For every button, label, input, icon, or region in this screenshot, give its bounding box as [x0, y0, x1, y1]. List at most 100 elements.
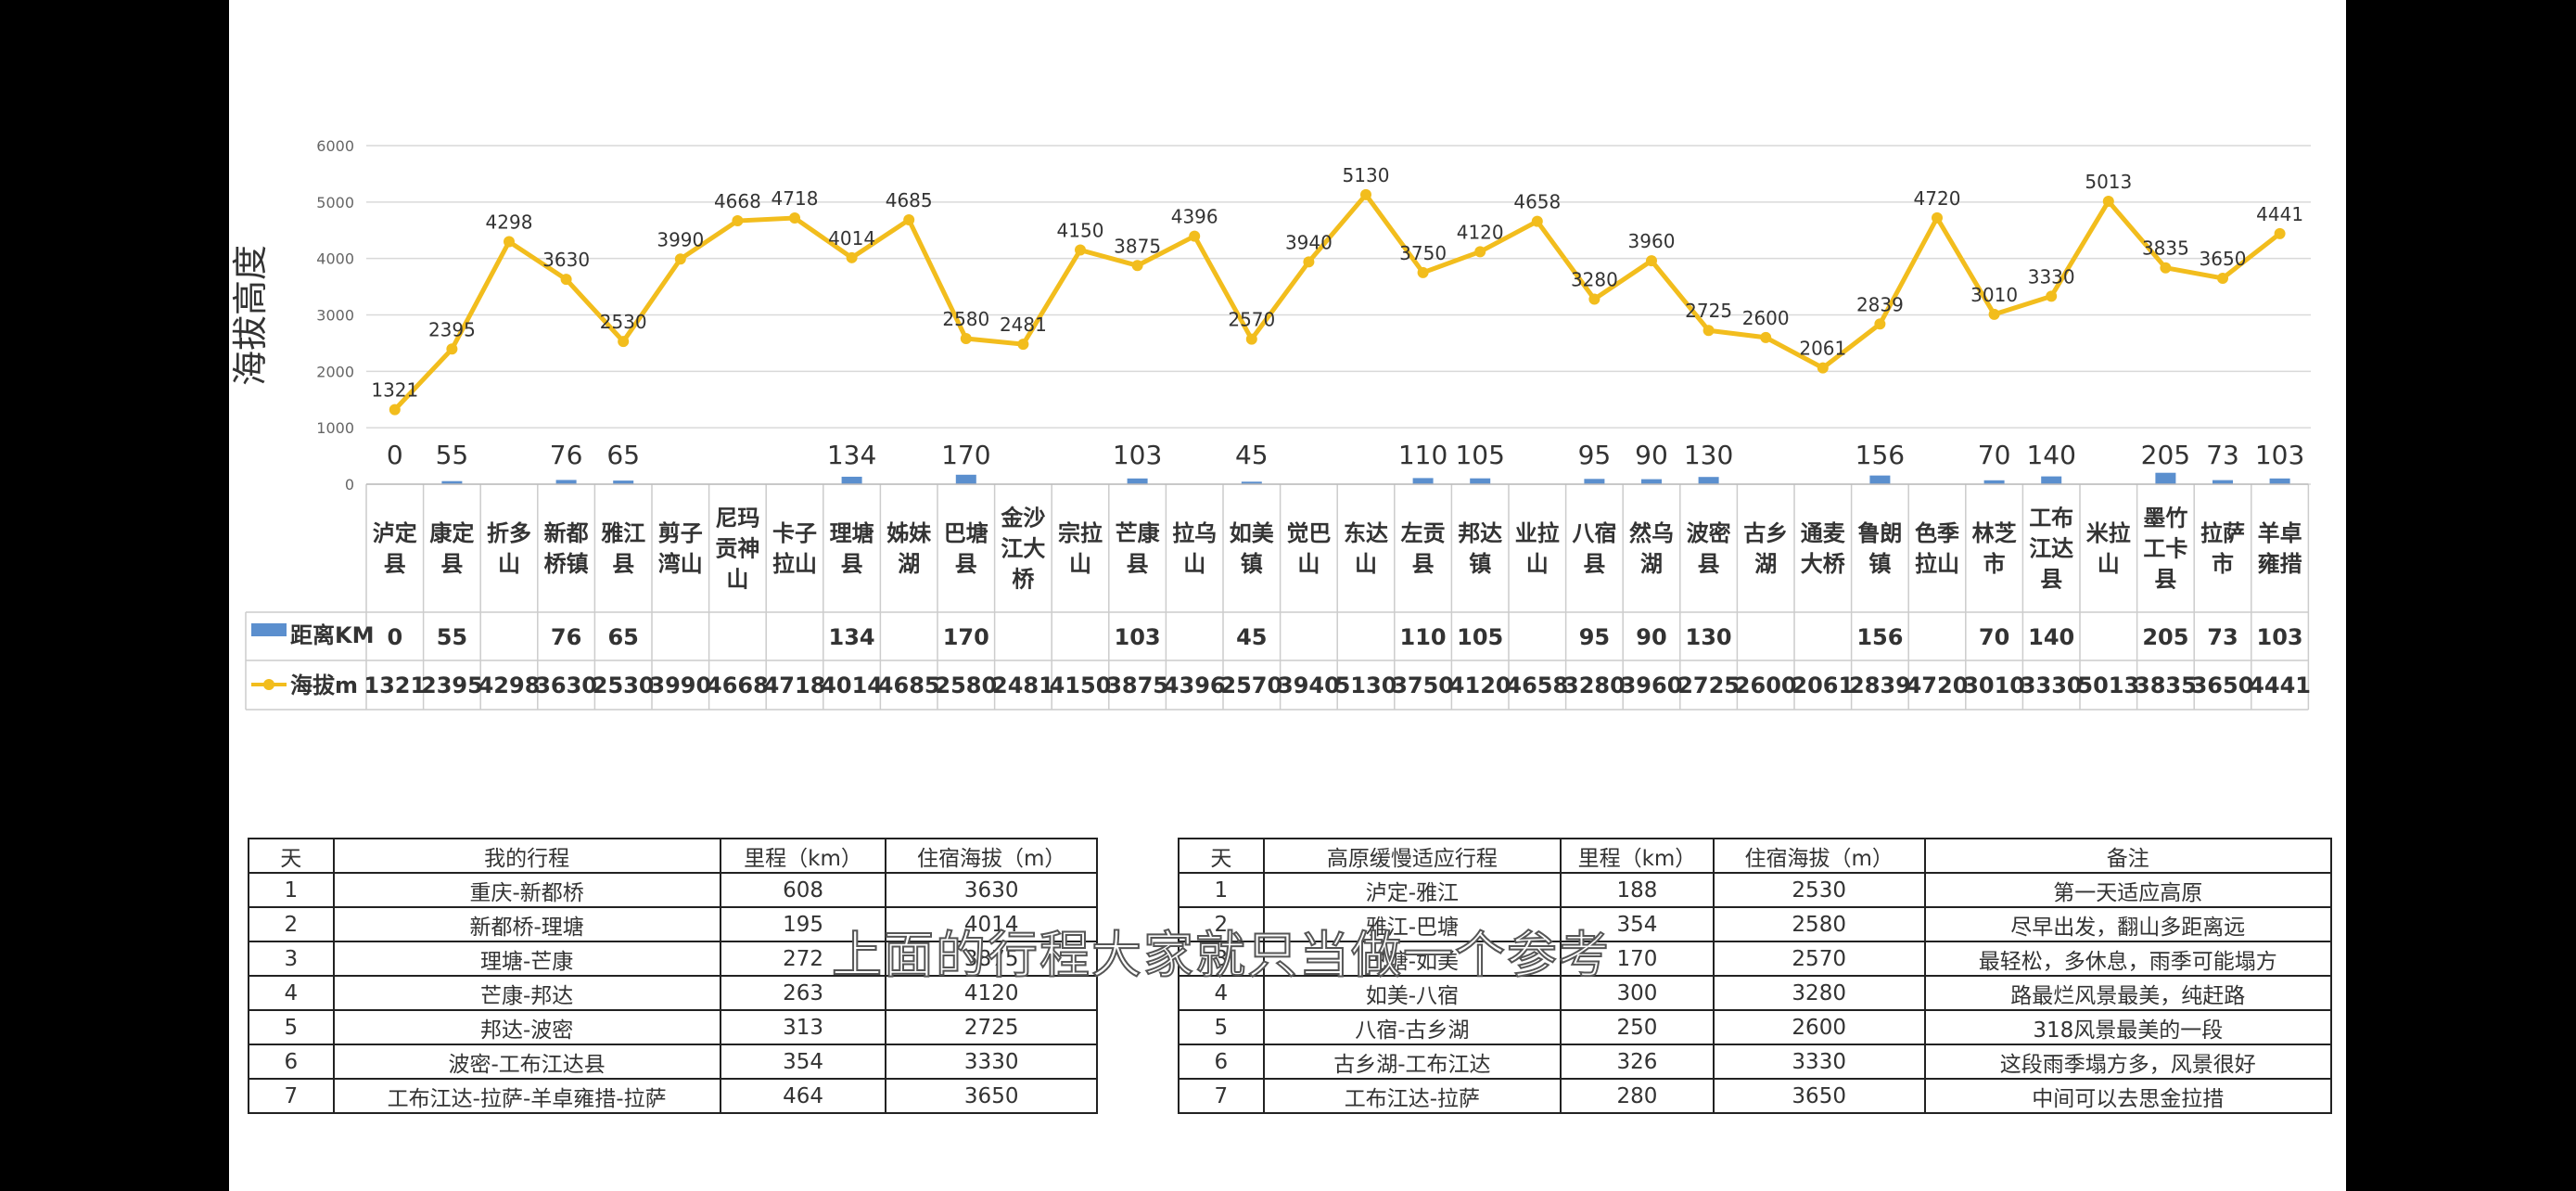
altitude-label: 3875: [1114, 235, 1161, 257]
distance-bar: [1241, 481, 1262, 484]
category-label: 县: [440, 551, 463, 577]
distance-label: 130: [1684, 440, 1733, 470]
table-altitude-value: 2725: [1677, 672, 1740, 698]
category-label: 湾山: [658, 551, 703, 577]
table-altitude-value: 5130: [1335, 672, 1397, 698]
slow-itinerary-cell: 2570: [1712, 941, 1926, 977]
category-label: 县: [1698, 551, 1720, 577]
slow-itinerary-cell: 7: [1178, 1078, 1265, 1114]
table-altitude-value: 3875: [1106, 672, 1168, 698]
altitude-point: [1588, 293, 1600, 305]
category-label: 江大: [1001, 535, 1045, 561]
altitude-label: 4014: [828, 227, 875, 250]
table-altitude-value: 4014: [821, 672, 883, 698]
category-label: 东达: [1344, 520, 1388, 546]
table-altitude-value: 3280: [1563, 672, 1626, 698]
altitude-label: 4658: [1513, 191, 1561, 213]
table-altitude-value: 2600: [1735, 672, 1797, 698]
my-itinerary-cell: 4120: [885, 975, 1098, 1011]
table-distance-value: 65: [607, 624, 638, 650]
category-label: 拉乌: [1172, 520, 1217, 546]
table-distance-value: 170: [943, 624, 989, 650]
category-label: 羊卓: [2258, 520, 2302, 546]
legend-distance: 距离KM: [290, 622, 374, 648]
altitude-label: 3630: [542, 249, 590, 271]
distance-bar: [2213, 480, 2233, 484]
my-itinerary-header-cell: 天: [248, 838, 335, 874]
slow-itinerary-header-cell: 高原缓慢适应行程: [1262, 838, 1562, 874]
table-altitude-value: 4718: [764, 672, 826, 698]
altitude-point: [674, 253, 686, 265]
altitude-label: 4396: [1171, 206, 1218, 228]
my-itinerary-cell: 3650: [885, 1078, 1098, 1114]
table-altitude-value: 4396: [1164, 672, 1226, 698]
slow-itinerary-cell: 354: [1560, 906, 1715, 942]
legend-line-marker: [263, 679, 274, 690]
slow-itinerary-cell: 2580: [1712, 906, 1926, 942]
table-distance-value: 140: [2028, 624, 2074, 650]
category-label: 山: [1526, 551, 1549, 577]
table-altitude-value: 3650: [2192, 672, 2254, 698]
altitude-point: [1702, 325, 1715, 337]
altitude-point: [1817, 362, 1829, 374]
my-itinerary-cell: 2: [248, 906, 335, 942]
table-distance-value: 95: [1579, 624, 1610, 650]
slow-itinerary-cell: 6: [1178, 1044, 1265, 1080]
table-altitude-value: 4685: [878, 672, 940, 698]
category-label: 如美: [1230, 520, 1274, 546]
altitude-label: 2570: [1228, 309, 1275, 331]
altitude-label: 3960: [1628, 230, 1676, 252]
slow-itinerary-cell: 泸定-雅江: [1262, 872, 1562, 908]
altitude-label: 2725: [1685, 300, 1732, 322]
category-label: 左贡: [1401, 520, 1446, 546]
y-tick-label: 1000: [316, 419, 354, 437]
altitude-point: [446, 343, 458, 355]
slow-itinerary-row: 3 巴塘-如美 170 2570 最轻松，多休息，雨季可能塌方: [1178, 941, 2333, 977]
distance-bar: [841, 476, 862, 484]
my-itinerary-cell: 313: [719, 1009, 887, 1045]
altitude-label: 2839: [1856, 293, 1904, 315]
altitude-point: [960, 333, 972, 345]
altitude-point: [1988, 308, 2000, 320]
category-label: 米拉: [2086, 520, 2131, 546]
my-itinerary-cell: 7: [248, 1078, 335, 1114]
category-label: 折多: [487, 520, 531, 546]
distance-label: 65: [606, 440, 640, 470]
my-itinerary-row: 2 新都桥-理塘 195 4014: [248, 906, 1098, 942]
distance-label: 0: [387, 440, 403, 470]
category-label: 通麦: [1801, 520, 1846, 546]
table-distance-value: 103: [1115, 624, 1161, 650]
slow-itinerary-cell: 如美-八宿: [1262, 975, 1562, 1011]
category-label: 江达: [2029, 535, 2073, 561]
distance-bar: [613, 480, 634, 484]
my-itinerary-row: 6 波密-工布江达县 354 3330: [248, 1044, 1098, 1080]
slow-itinerary-cell: 2530: [1712, 872, 1926, 908]
y-tick-label: 2000: [316, 363, 354, 380]
altitude-label: 3330: [2028, 265, 2075, 288]
category-label: 卡子: [772, 520, 817, 546]
category-label: 芒康: [1116, 520, 1161, 546]
category-label: 山: [726, 566, 748, 592]
altitude-point: [560, 274, 572, 286]
y-tick-label: 0: [345, 476, 354, 493]
table-distance-value: 103: [2257, 624, 2303, 650]
table-distance-value: 73: [2207, 624, 2238, 650]
category-label: 湖: [898, 551, 920, 577]
slow-itinerary-cell: 280: [1560, 1078, 1715, 1114]
altitude-label: 2061: [1799, 338, 1846, 360]
my-itinerary-header-cell: 里程（km）: [719, 838, 887, 874]
category-label: 湖: [1754, 551, 1777, 577]
table-altitude-value: 4720: [1906, 672, 1969, 698]
altitude-point: [1245, 333, 1257, 345]
table-distance-value: 205: [2142, 624, 2188, 650]
my-itinerary-cell: 2725: [885, 1009, 1098, 1045]
slow-itinerary-cell: 中间可以去思金拉措: [1923, 1078, 2333, 1114]
distance-bar: [1127, 478, 1148, 484]
category-label: 雅江: [601, 520, 645, 546]
altitude-label: 4298: [486, 211, 533, 234]
table-altitude-value: 4150: [1050, 672, 1112, 698]
altitude-point: [1131, 260, 1143, 272]
slow-itinerary-header-cell: 住宿海拔（m）: [1712, 838, 1926, 874]
slow-itinerary-cell: 3330: [1712, 1044, 1926, 1080]
category-label: 湖: [1640, 551, 1663, 577]
